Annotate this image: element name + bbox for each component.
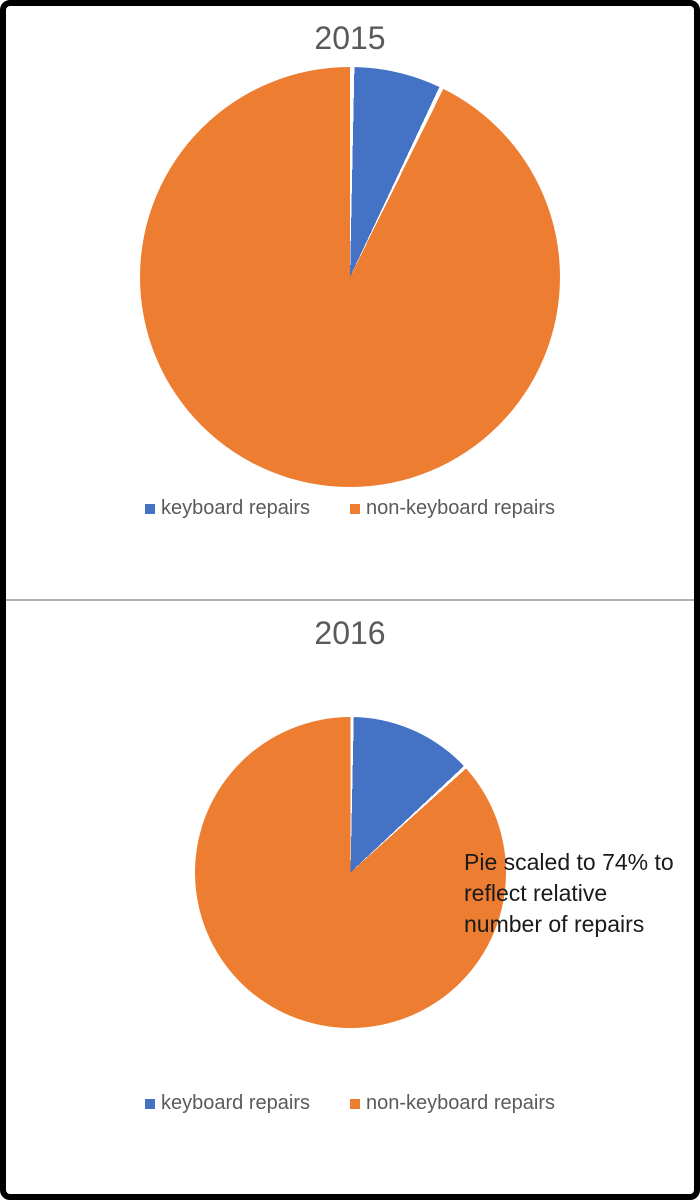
legend-swatch-keyboard-2016 [145,1099,155,1109]
chart-panel-2015: 2015 keyboard repairs non-keyboard repai… [6,6,694,600]
legend-item-keyboard-2016: keyboard repairs [145,1092,310,1115]
chart-title-2015: 2015 [6,6,694,57]
pie-chart-2015 [140,67,560,487]
legend-item-nonkeyboard-2016: non-keyboard repairs [350,1092,555,1115]
legend-2016: keyboard repairs non-keyboard repairs [6,1092,694,1115]
legend-label-keyboard-2016: keyboard repairs [161,1092,310,1115]
chart-annotation-2016: Pie scaled to 74% to reflect relative nu… [464,847,674,940]
legend-label-nonkeyboard-2015: non-keyboard repairs [366,497,555,520]
pie-area-2015 [6,57,694,497]
pie-area-2016: Pie scaled to 74% to reflect relative nu… [6,652,694,1092]
panel-divider-tab [6,600,196,604]
legend-swatch-nonkeyboard-2015 [350,504,360,514]
legend-swatch-keyboard-2015 [145,504,155,514]
pie-chart-2016 [195,717,506,1028]
legend-label-nonkeyboard-2016: non-keyboard repairs [366,1092,555,1115]
chart-title-2016: 2016 [6,601,694,652]
legend-swatch-nonkeyboard-2016 [350,1099,360,1109]
chart-frame: 2015 keyboard repairs non-keyboard repai… [0,0,700,1200]
chart-panel-2016: 2016 Pie scaled to 74% to reflect relati… [6,600,694,1194]
legend-item-keyboard-2015: keyboard repairs [145,497,310,520]
legend-item-nonkeyboard-2015: non-keyboard repairs [350,497,555,520]
legend-2015: keyboard repairs non-keyboard repairs [6,497,694,520]
legend-label-keyboard-2015: keyboard repairs [161,497,310,520]
